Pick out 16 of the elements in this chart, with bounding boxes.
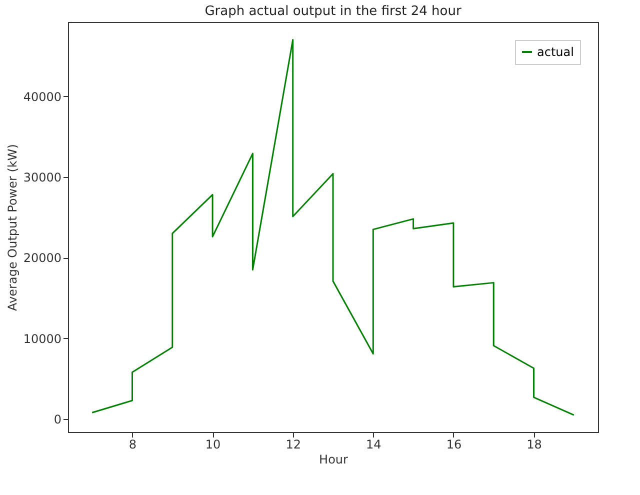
y-tick-label: 30000 <box>23 170 62 184</box>
chart-title: Graph actual output in the first 24 hour <box>204 4 462 19</box>
legend-label: actual <box>537 45 574 59</box>
x-tick-label: 14 <box>366 438 382 452</box>
x-tick-label: 12 <box>286 438 301 452</box>
x-tick-label: 16 <box>446 438 462 452</box>
x-axis-title: Hour <box>319 452 348 466</box>
y-tick-label: 40000 <box>23 90 62 104</box>
y-tick-label: 0 <box>54 412 62 427</box>
y-tick-label: 10000 <box>23 332 62 346</box>
y-tick-label: 20000 <box>23 251 62 266</box>
line-series <box>91 39 575 416</box>
x-tick-label: 8 <box>128 438 137 452</box>
x-tick-label: 18 <box>526 438 542 452</box>
y-axis-title: Average Output Power (kW) <box>5 144 20 311</box>
x-tick-label: 10 <box>205 438 221 452</box>
